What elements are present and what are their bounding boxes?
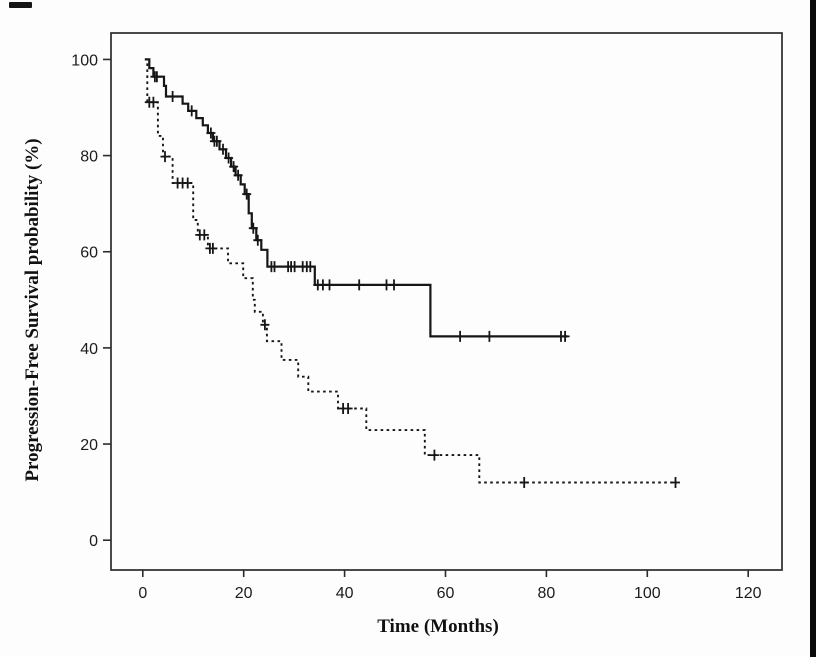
y-tick-label: 40: [80, 341, 98, 358]
y-axis-title: Progression-Free Survival probability (%…: [22, 138, 43, 481]
scan-edge-artifact: [810, 0, 816, 657]
scan-corner-artifact: [9, 2, 32, 8]
x-tick-label: 60: [437, 585, 455, 602]
x-tick-label: 0: [138, 585, 147, 602]
x-tick-label: 40: [336, 585, 354, 602]
lower-group-dashed-curve: [145, 58, 678, 484]
upper-group-solid-censor-marks: [150, 71, 570, 342]
x-tick-label: 120: [735, 585, 762, 602]
lower-group-dashed-censor-marks: [144, 96, 680, 488]
x-axis-title: Time (Months): [377, 616, 499, 637]
x-tick-label: 80: [537, 585, 555, 602]
y-tick-label: 80: [80, 149, 98, 166]
y-tick-label: 100: [71, 52, 98, 69]
x-tick-label: 20: [235, 585, 253, 602]
plot-box: [110, 32, 783, 571]
y-tick-label: 0: [89, 533, 98, 550]
x-tick-label: 100: [634, 585, 661, 602]
upper-group-solid-curve: [144, 58, 568, 338]
y-tick-label: 20: [80, 437, 98, 454]
y-tick-label: 60: [80, 245, 98, 262]
